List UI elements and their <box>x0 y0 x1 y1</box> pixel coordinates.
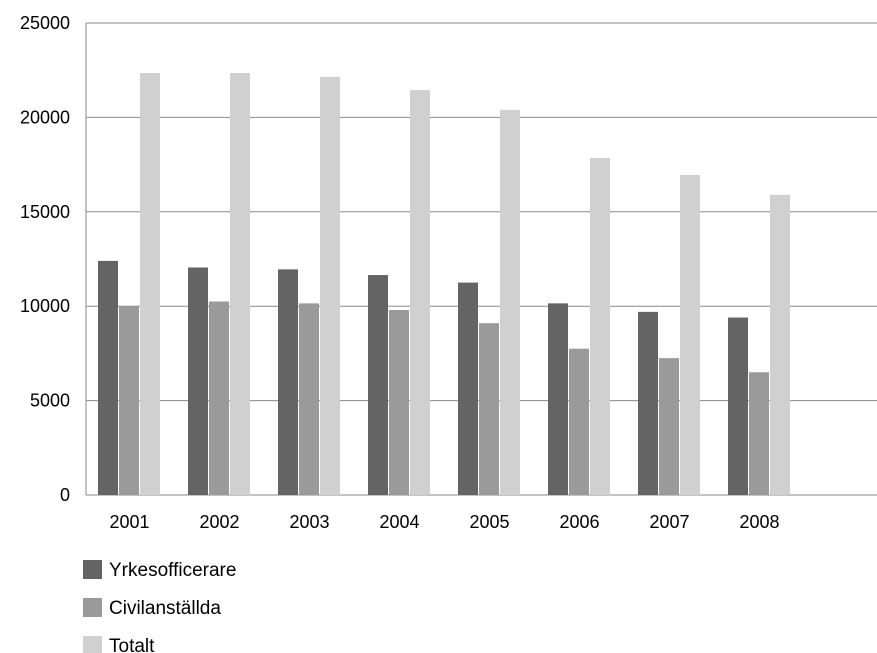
y-axis-ticks: 0 5000 10000 15000 20000 25000 <box>20 13 70 505</box>
bar-civilanställda-2007 <box>659 358 679 495</box>
y-tick-label: 15000 <box>20 202 70 222</box>
legend: Yrkesofficerare Civilanställda Totalt <box>83 560 236 653</box>
bar-totalt-2003 <box>320 76 340 496</box>
x-tick-label: 2002 <box>199 512 239 532</box>
y-tick-label: 25000 <box>20 13 70 33</box>
bar-civilanställda-2006 <box>569 348 589 495</box>
x-tick-label: 2006 <box>559 512 599 532</box>
x-tick-label: 2005 <box>469 512 509 532</box>
x-tick-label: 2004 <box>379 512 419 532</box>
legend-swatch <box>83 560 102 579</box>
bar-civilanställda-2005 <box>479 323 499 495</box>
bar-yrkesofficerare-2001 <box>98 260 118 495</box>
legend-label: Civilanställda <box>109 598 221 619</box>
x-axis-ticks: 2001 2002 2003 2004 2005 2006 2007 2008 <box>109 512 779 532</box>
bar-totalt-2001 <box>140 73 160 496</box>
bar-totalt-2002 <box>230 73 250 496</box>
legend-swatch <box>83 598 102 617</box>
legend-label: Totalt <box>109 636 155 653</box>
x-tick-label: 2007 <box>649 512 689 532</box>
y-tick-label: 10000 <box>20 296 70 316</box>
legend-swatch <box>83 636 102 653</box>
x-tick-label: 2003 <box>289 512 329 532</box>
legend-label: Yrkesofficerare <box>109 560 236 581</box>
bars <box>98 73 790 496</box>
bar-civilanställda-2003 <box>299 303 319 495</box>
y-tick-label: 0 <box>60 485 70 505</box>
bar-totalt-2006 <box>590 157 610 495</box>
bar-totalt-2005 <box>500 109 520 496</box>
x-tick-label: 2001 <box>109 512 149 532</box>
y-tick-label: 20000 <box>20 107 70 127</box>
bar-yrkesofficerare-2005 <box>458 282 478 495</box>
bar-yrkesofficerare-2002 <box>188 267 208 495</box>
bar-totalt-2007 <box>680 174 700 495</box>
bar-yrkesofficerare-2008 <box>728 317 748 495</box>
bar-totalt-2008 <box>770 194 790 496</box>
bar-yrkesofficerare-2004 <box>368 275 388 495</box>
bar-civilanställda-2001 <box>119 306 139 495</box>
bar-civilanställda-2008 <box>749 372 769 495</box>
bar-yrkesofficerare-2006 <box>548 303 568 495</box>
y-tick-label: 5000 <box>30 391 70 411</box>
bar-yrkesofficerare-2003 <box>278 269 298 495</box>
bar-civilanställda-2004 <box>389 309 409 495</box>
bar-yrkesofficerare-2007 <box>638 311 658 495</box>
bar-civilanställda-2002 <box>209 301 229 495</box>
bar-totalt-2004 <box>410 90 430 496</box>
x-tick-label: 2008 <box>739 512 779 532</box>
